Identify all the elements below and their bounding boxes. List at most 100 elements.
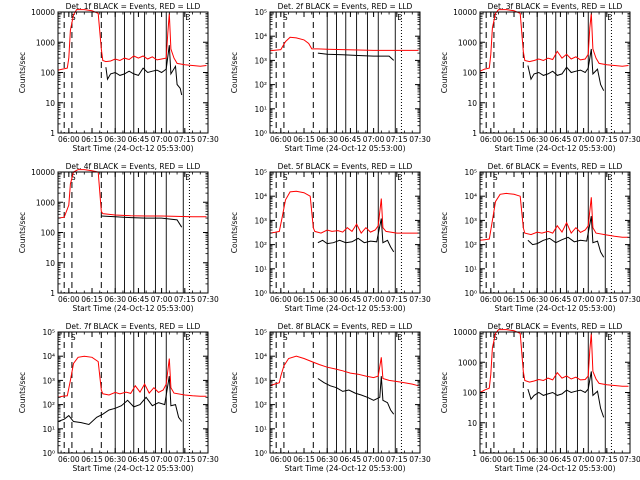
lld-series-line: [269, 36, 419, 52]
x-axis-label: Start Time (24-Oct-12 05:53:00): [284, 464, 405, 473]
chart-title: Det. 2f BLACK = Events, RED = LLD: [278, 2, 413, 11]
y-tick-label: 10⁵: [254, 328, 267, 337]
chart-title: Det. 4f BLACK = Events, RED = LLD: [66, 162, 201, 171]
annotation-label: S: [283, 13, 288, 22]
y-axis-label: Counts/sec: [230, 52, 239, 93]
chart-title: Det. 7f BLACK = Events, RED = LLD: [66, 322, 201, 331]
x-tick-label: 07:30: [409, 455, 431, 464]
x-axis-label: Start Time (24-Oct-12 05:53:00): [72, 144, 193, 153]
events-series-line: [101, 215, 183, 228]
chart-panel-6: Det. 6f BLACK = Events, RED = LLD S E 10⁰ 10…: [440, 162, 640, 313]
annotation-label: E: [607, 173, 612, 182]
lld-series-line: [479, 9, 629, 72]
x-tick-label: 07:30: [619, 135, 640, 144]
events-series-line: [317, 218, 395, 253]
x-tick-label: 07:30: [197, 455, 219, 464]
x-tick-label: 06:45: [340, 295, 362, 304]
x-tick-label: 06:30: [526, 135, 548, 144]
lld-series-line: [479, 192, 629, 241]
x-tick-label: 06:45: [340, 455, 362, 464]
annotation-label: S: [283, 333, 288, 342]
plot-frame: [269, 331, 421, 454]
chart-panel-3: Det. 3f BLACK = Events, RED = LLD S E 1 10 10…: [440, 2, 640, 153]
y-tick-label: 10000: [453, 8, 477, 17]
x-tick-label: 07:15: [174, 295, 196, 304]
x-tick-label: 06:00: [270, 295, 292, 304]
annotation-label: E: [185, 173, 190, 182]
annotation-label: E: [397, 173, 402, 182]
x-tick-label: 07:00: [573, 135, 595, 144]
x-tick-label: 07:30: [409, 295, 431, 304]
events-series-line: [57, 376, 183, 426]
x-tick-label: 06:00: [270, 135, 292, 144]
x-tick-label: 06:30: [104, 135, 126, 144]
y-axis-label: Counts/sec: [440, 212, 449, 253]
y-tick-label: 1000: [458, 358, 477, 367]
x-tick-label: 07:30: [409, 135, 431, 144]
y-tick-label: 10: [467, 419, 477, 428]
x-tick-label: 06:15: [81, 135, 103, 144]
annotation-label: E: [397, 333, 402, 342]
y-tick-label: 10¹: [42, 425, 55, 434]
x-tick-label: 06:45: [128, 455, 150, 464]
annotation-label: E: [185, 13, 190, 22]
y-tick-label: 10¹: [254, 425, 267, 434]
x-axis-label: Start Time (24-Oct-12 05:53:00): [284, 304, 405, 313]
x-tick-label: 07:00: [151, 455, 173, 464]
events-series-line: [317, 52, 395, 61]
x-tick-label: 06:30: [526, 295, 548, 304]
y-tick-label: 100: [463, 389, 478, 398]
plot-frame: [57, 171, 209, 294]
x-tick-label: 06:15: [293, 455, 315, 464]
x-tick-label: 06:00: [480, 455, 502, 464]
y-tick-label: 10¹: [254, 105, 267, 114]
y-tick-label: 1000: [36, 198, 55, 207]
y-tick-label: 10⁴: [464, 192, 477, 201]
x-tick-label: 06:00: [480, 135, 502, 144]
y-tick-label: 1: [50, 289, 55, 298]
y-axis-label: Counts/sec: [230, 212, 239, 253]
y-tick-label: 10²: [254, 241, 267, 250]
plot-frame: [269, 11, 421, 134]
x-tick-label: 06:15: [503, 455, 525, 464]
x-tick-label: 07:15: [386, 455, 408, 464]
x-tick-label: 07:00: [573, 455, 595, 464]
annotation-label: S: [283, 173, 288, 182]
events-series-line: [527, 216, 605, 258]
x-tick-label: 06:45: [128, 295, 150, 304]
y-tick-label: 10³: [254, 56, 267, 65]
y-axis-label: Counts/sec: [18, 212, 27, 253]
y-tick-label: 10⁰: [464, 289, 477, 298]
x-tick-label: 07:15: [174, 455, 196, 464]
x-tick-label: 06:45: [550, 455, 572, 464]
plot-frame: [269, 171, 421, 294]
lld-series-line: [57, 9, 207, 71]
chart-title: Det. 3f BLACK = Events, RED = LLD: [488, 2, 623, 11]
y-tick-label: 10³: [464, 216, 477, 225]
chart-panel-5: Det. 5f BLACK = Events, RED = LLD S E 10⁰ 10…: [230, 162, 431, 313]
x-tick-label: 06:00: [58, 295, 80, 304]
annotation-label: S: [493, 333, 498, 342]
y-tick-label: 10⁴: [254, 352, 267, 361]
x-tick-label: 07:15: [596, 135, 618, 144]
y-tick-label: 10000: [31, 168, 55, 177]
y-tick-label: 100: [41, 229, 56, 238]
x-tick-label: 06:30: [104, 295, 126, 304]
x-tick-label: 07:30: [619, 295, 640, 304]
y-tick-label: 10: [467, 99, 477, 108]
y-tick-label: 100: [41, 69, 56, 78]
x-axis-label: Start Time (24-Oct-12 05:53:00): [72, 304, 193, 313]
y-tick-label: 10³: [42, 376, 55, 385]
chart-panel-2: Det. 2f BLACK = Events, RED = LLD S E 10⁰ 10…: [230, 2, 431, 153]
y-tick-label: 10⁰: [254, 129, 267, 138]
lld-series-line: [57, 355, 207, 398]
chart-title: Det. 9f BLACK = Events, RED = LLD: [488, 322, 623, 331]
x-tick-label: 06:00: [58, 455, 80, 464]
x-tick-label: 06:45: [550, 135, 572, 144]
x-tick-label: 06:15: [293, 135, 315, 144]
x-tick-label: 07:15: [386, 295, 408, 304]
x-tick-label: 07:00: [363, 295, 385, 304]
x-tick-label: 06:45: [550, 295, 572, 304]
x-tick-label: 06:15: [503, 295, 525, 304]
